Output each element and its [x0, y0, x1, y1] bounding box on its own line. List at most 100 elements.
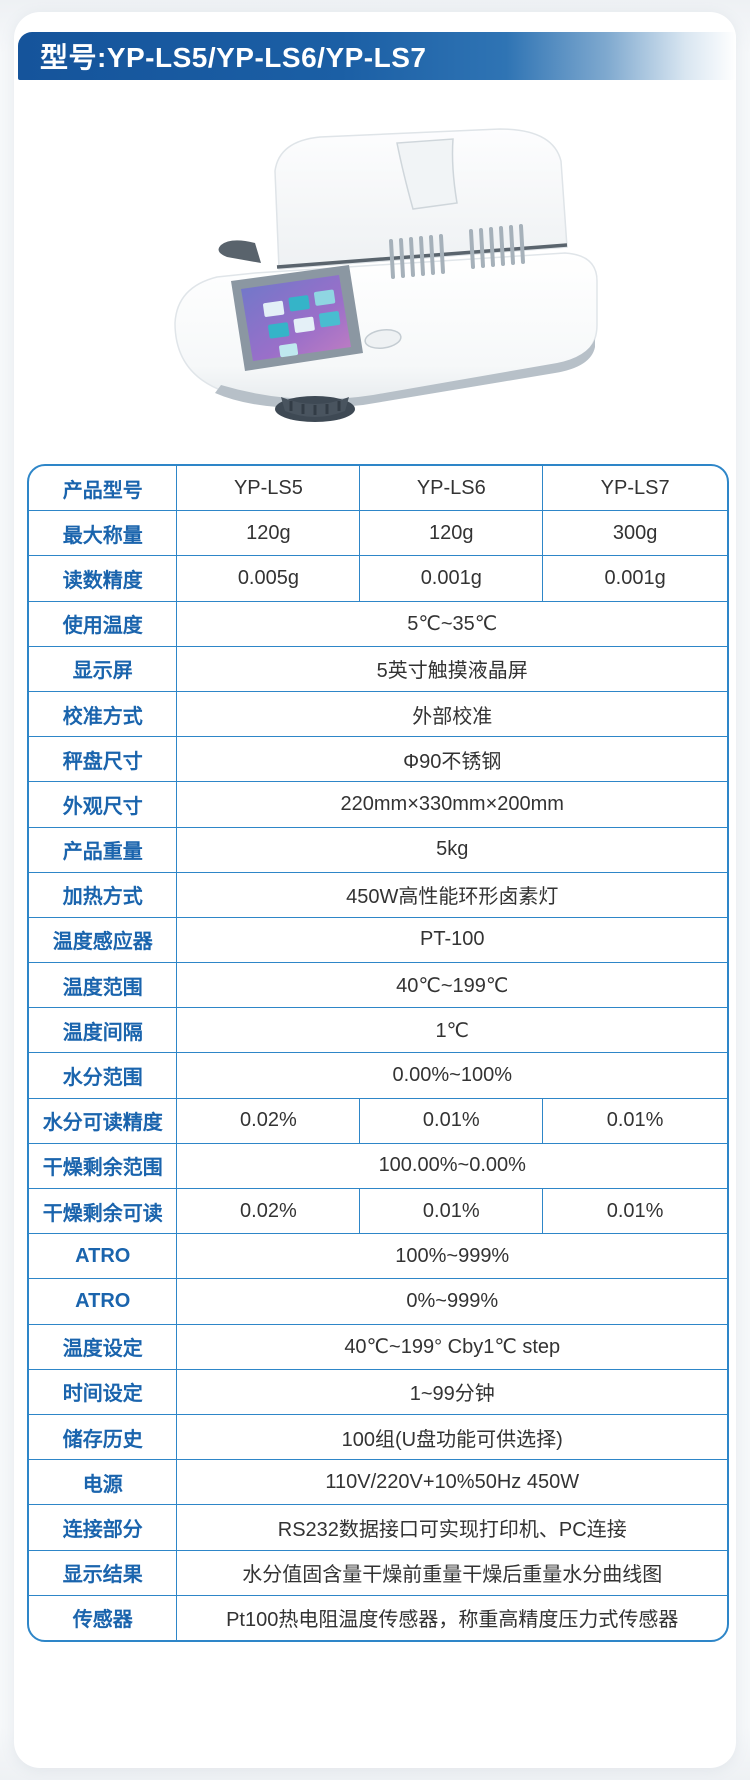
spec-label: 读数精度: [29, 555, 178, 602]
spec-row: 读数精度 0.005g 0.001g 0.001g: [29, 555, 727, 602]
device-handle: [396, 138, 458, 210]
spec-label: 秤盘尺寸: [29, 736, 178, 783]
spec-value: 120g: [359, 510, 544, 557]
spec-row: 显示结果 水分值固含量干燥前重量干燥后重量水分曲线图: [29, 1549, 727, 1596]
vent-slots: [389, 224, 525, 279]
spec-value: 0.01%: [359, 1187, 544, 1235]
spec-row: 加热方式 450W高性能环形卤素灯: [29, 871, 727, 918]
spec-value: 300g: [542, 510, 727, 557]
spec-value-span: 5℃~35℃: [176, 600, 727, 647]
spec-row: 使用温度 5℃~35℃: [29, 600, 727, 647]
screen-icons: [263, 289, 341, 358]
spec-label: 水分范围: [29, 1052, 178, 1099]
spec-value-span: 5kg: [176, 826, 727, 873]
spec-value: 120g: [176, 510, 361, 557]
spec-value-span: 0.00%~100%: [176, 1052, 727, 1099]
device-base-band: [215, 339, 595, 409]
spec-label: 温度设定: [29, 1323, 178, 1370]
spec-label: 干燥剩余范围: [29, 1142, 178, 1190]
spec-row: 连接部分 RS232数据接口可实现打印机、PC连接: [29, 1504, 727, 1551]
spec-value: 0.02%: [176, 1097, 361, 1144]
spec-row: 温度感应器 PT-100: [29, 916, 727, 964]
spec-row: 最大称量 120g 120g 300g: [29, 510, 727, 557]
page-title: 型号:YP-LS5/YP-LS6/YP-LS7: [40, 42, 427, 73]
spec-label: 温度感应器: [29, 916, 178, 964]
spec-row: 干燥剩余可读 0.02% 0.01% 0.01%: [29, 1187, 727, 1235]
device-image: [174, 128, 598, 422]
device-knob: [275, 396, 355, 422]
device-lever: [218, 240, 261, 263]
spec-row: 校准方式 外部校准: [29, 690, 727, 738]
spec-value: 0.02%: [176, 1187, 361, 1235]
spec-row: 秤盘尺寸 Φ90不锈钢: [29, 736, 727, 783]
spec-value-span: 40℃~199° Cby1℃ step: [176, 1323, 727, 1370]
spec-value-span: 110V/220V+10%50Hz 450W: [176, 1459, 727, 1506]
spec-value-span: RS232数据接口可实现打印机、PC连接: [176, 1504, 727, 1551]
spec-label: 温度范围: [29, 962, 178, 1009]
spec-value: 0.01%: [542, 1187, 727, 1235]
spec-value-span: 100组(U盘功能可供选择): [176, 1413, 727, 1461]
spec-value-span: Pt100热电阻温度传感器，称重高精度压力式传感器: [176, 1594, 727, 1640]
product-image-area: [14, 84, 736, 464]
page-card: 型号:YP-LS5/YP-LS6/YP-LS7: [14, 12, 736, 1768]
spec-row: ATRO 0%~999%: [29, 1278, 727, 1325]
spec-value: YP-LS6: [359, 466, 544, 512]
spec-label: 显示屏: [29, 645, 178, 692]
spec-row: 温度范围 40℃~199℃: [29, 962, 727, 1009]
spec-label: 外观尺寸: [29, 781, 178, 828]
spec-value: YP-LS5: [176, 466, 361, 512]
spec-row: 显示屏 5英寸触摸液晶屏: [29, 645, 727, 692]
spec-label: ATRO: [29, 1278, 178, 1325]
spec-value: YP-LS7: [542, 466, 727, 512]
spec-label: 水分可读精度: [29, 1097, 178, 1144]
model-header-banner: 型号:YP-LS5/YP-LS6/YP-LS7: [18, 32, 736, 80]
spec-label: 时间设定: [29, 1368, 178, 1415]
spec-value-span: 220mm×330mm×200mm: [176, 781, 727, 828]
spec-value-span: Φ90不锈钢: [176, 736, 727, 783]
spec-value: 0.005g: [176, 555, 361, 602]
spec-row: ATRO 100%~999%: [29, 1233, 727, 1280]
spec-value-span: 水分值固含量干燥前重量干燥后重量水分曲线图: [176, 1549, 727, 1596]
spec-value-span: PT-100: [176, 916, 727, 964]
spec-value: 0.001g: [542, 555, 727, 602]
spec-value-span: 40℃~199℃: [176, 962, 727, 1009]
spec-value-span: 1℃: [176, 1007, 727, 1054]
spec-row: 外观尺寸 220mm×330mm×200mm: [29, 781, 727, 828]
spec-label: 最大称量: [29, 510, 178, 557]
spec-value-span: 外部校准: [176, 690, 727, 738]
spec-value-span: 0%~999%: [176, 1278, 727, 1325]
spec-value-span: 5英寸触摸液晶屏: [176, 645, 727, 692]
spec-label: 干燥剩余可读: [29, 1187, 178, 1235]
spec-row: 时间设定 1~99分钟: [29, 1368, 727, 1415]
spec-label: 连接部分: [29, 1504, 178, 1551]
device-button: [364, 328, 402, 350]
spec-row: 温度间隔 1℃: [29, 1007, 727, 1054]
spec-row: 储存历史 100组(U盘功能可供选择): [29, 1413, 727, 1461]
spec-value: 0.01%: [359, 1097, 544, 1144]
device-body: [174, 252, 598, 405]
spec-value-span: 100.00%~0.00%: [176, 1142, 727, 1190]
spec-row: 电源 110V/220V+10%50Hz 450W: [29, 1459, 727, 1506]
spec-value: 0.01%: [542, 1097, 727, 1144]
spec-row: 产品型号 YP-LS5 YP-LS6 YP-LS7: [29, 466, 727, 512]
spec-label: 传感器: [29, 1594, 178, 1640]
spec-value: 0.001g: [359, 555, 544, 602]
spec-label: 产品型号: [29, 466, 178, 512]
spec-label: 产品重量: [29, 826, 178, 873]
spec-label: ATRO: [29, 1233, 178, 1280]
spec-row: 干燥剩余范围 100.00%~0.00%: [29, 1142, 727, 1190]
spec-value-span: 1~99分钟: [176, 1368, 727, 1415]
spec-row: 温度设定 40℃~199° Cby1℃ step: [29, 1323, 727, 1370]
spec-table: 产品型号 YP-LS5 YP-LS6 YP-LS7 最大称量 120g 120g 300g 读数…: [27, 464, 729, 1642]
spec-label: 校准方式: [29, 690, 178, 738]
spec-value-span: 450W高性能环形卤素灯: [176, 871, 727, 918]
spec-row: 水分可读精度 0.02% 0.01% 0.01%: [29, 1097, 727, 1144]
spec-row: 传感器 Pt100热电阻温度传感器，称重高精度压力式传感器: [29, 1594, 727, 1640]
spec-label: 储存历史: [29, 1413, 178, 1461]
spec-table-body: 产品型号 YP-LS5 YP-LS6 YP-LS7 最大称量 120g 120g 300g 读数…: [29, 466, 727, 1640]
spec-row: 水分范围 0.00%~100%: [29, 1052, 727, 1099]
spec-label: 显示结果: [29, 1549, 178, 1596]
spec-label: 使用温度: [29, 600, 178, 647]
spec-label: 加热方式: [29, 871, 178, 918]
spec-label: 温度间隔: [29, 1007, 178, 1054]
